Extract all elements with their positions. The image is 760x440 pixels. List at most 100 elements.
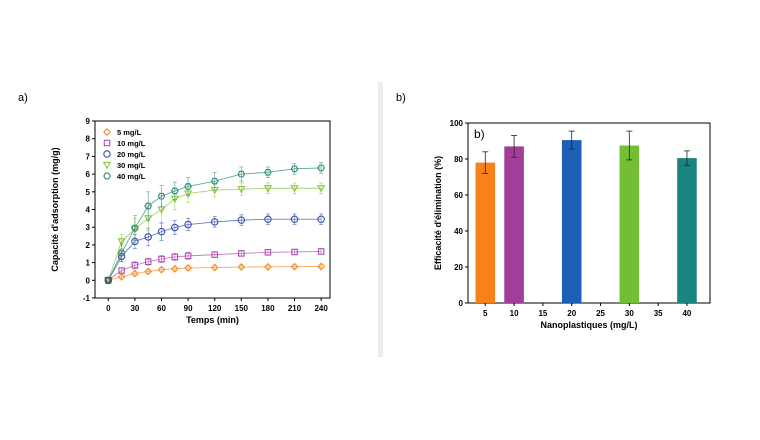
data-point	[184, 183, 192, 190]
data-point	[157, 227, 166, 236]
x-tick-label: 10	[510, 309, 519, 318]
y-tick-label: 9	[86, 117, 91, 126]
x-tick-label: 150	[235, 304, 249, 313]
bar-20	[561, 140, 582, 303]
data-point	[291, 248, 298, 256]
data-point	[317, 215, 325, 223]
y-axis-label: Capacité d'adsorption (mg/g)	[50, 147, 60, 271]
data-point	[144, 233, 152, 241]
legend-marker	[103, 139, 111, 147]
y-tick-label: 20	[454, 263, 463, 272]
y-tick-label: 5	[86, 188, 91, 197]
series-line	[107, 187, 322, 281]
series-4	[104, 162, 325, 284]
data-point	[157, 265, 166, 274]
data-point	[157, 192, 166, 200]
data-point	[184, 220, 192, 229]
bar-5	[475, 162, 496, 303]
data-point	[263, 185, 273, 193]
x-tick-label: 30	[625, 309, 634, 318]
y-tick-label: 0	[86, 276, 91, 285]
data-point	[237, 216, 246, 224]
x-tick-label: 60	[157, 304, 166, 313]
data-point	[317, 262, 326, 271]
data-point	[171, 253, 179, 261]
y-tick-label: 1	[86, 259, 91, 268]
legend-label: 30 mg/L	[117, 161, 146, 170]
data-point	[237, 170, 246, 178]
y-tick-label: 0	[459, 299, 464, 308]
data-point	[144, 267, 153, 276]
data-point	[317, 248, 325, 255]
data-point	[290, 165, 299, 173]
y-tick-label: 3	[86, 223, 91, 232]
data-point	[131, 224, 139, 232]
x-tick-label: 240	[314, 304, 328, 313]
legend: 5 mg/L 10 mg/L 20 mg/L 30 mg/L 40 mg/L	[102, 128, 146, 181]
bar-30	[619, 145, 640, 303]
data-point	[210, 218, 219, 226]
y-tick-label: 100	[450, 119, 464, 128]
y-tick-label: 2	[86, 241, 91, 250]
data-point	[171, 223, 179, 232]
removal-efficiency-chart: 0 20 40 60 80 100 5 10 15 20 25 30 35 40 b) Nanoplastiq…	[433, 119, 711, 330]
data-point	[263, 262, 272, 271]
adsorption-capacity-chart: 0 30 60 90 120 150 180 210 240 -1 0 1 2 3 4 5 6 7 8 9 Temps …	[50, 117, 331, 325]
data-point	[317, 164, 325, 172]
x-axis-label: Nanoplastiques (mg/L)	[540, 320, 637, 330]
x-tick-label: 30	[130, 304, 139, 313]
y-tick-label: 8	[86, 135, 91, 144]
bar-40	[677, 158, 697, 303]
data-point	[144, 202, 153, 210]
x-tick-label: 15	[538, 309, 547, 318]
data-point	[237, 186, 246, 194]
data-point	[290, 262, 299, 271]
panel-label-a: a)	[18, 92, 28, 104]
x-tick-label: 0	[106, 304, 111, 313]
data-point	[264, 169, 272, 176]
x-tick-label: 120	[208, 304, 222, 313]
data-point	[144, 258, 152, 265]
data-point	[117, 272, 126, 281]
legend-marker	[103, 150, 111, 158]
x-axis-label: Temps (min)	[186, 315, 239, 325]
data-point	[118, 267, 125, 274]
data-point	[170, 187, 179, 195]
data-point	[104, 276, 113, 284]
data-point	[184, 263, 193, 272]
legend-label: 10 mg/L	[117, 139, 146, 148]
data-point	[170, 264, 179, 273]
data-point	[290, 215, 299, 223]
data-point	[158, 255, 165, 263]
legend-label: 5 mg/L	[117, 128, 142, 137]
panel-divider	[378, 82, 383, 357]
y-axis-label: Efficacité d'élimination (%)	[433, 156, 443, 270]
x-tick-label: 25	[596, 309, 605, 318]
data-point	[264, 249, 272, 256]
data-point	[131, 261, 139, 269]
bar-10	[504, 146, 524, 303]
x-tick-label: 180	[261, 304, 275, 313]
data-point	[117, 249, 126, 257]
x-tick-label: 90	[184, 304, 193, 313]
y-tick-label: 7	[86, 152, 91, 161]
data-point	[130, 269, 139, 278]
y-tick-label: 6	[86, 170, 91, 179]
data-point	[210, 177, 219, 185]
y-tick-label: 60	[454, 191, 463, 200]
data-point	[117, 238, 126, 246]
data-point	[290, 185, 299, 193]
series-1	[105, 248, 325, 284]
data-point	[264, 215, 272, 223]
legend-marker	[103, 172, 111, 180]
x-tick-label: 5	[483, 309, 488, 318]
data-point	[316, 185, 326, 193]
x-tick-label: 35	[654, 309, 663, 318]
legend-marker	[102, 161, 112, 170]
y-tick-label: 40	[454, 227, 463, 236]
legend-label: 20 mg/L	[117, 150, 146, 159]
data-point	[210, 263, 219, 272]
y-tick-label: 4	[86, 206, 91, 215]
x-tick-label: 20	[567, 309, 576, 318]
panel-label-b: b)	[396, 92, 406, 104]
